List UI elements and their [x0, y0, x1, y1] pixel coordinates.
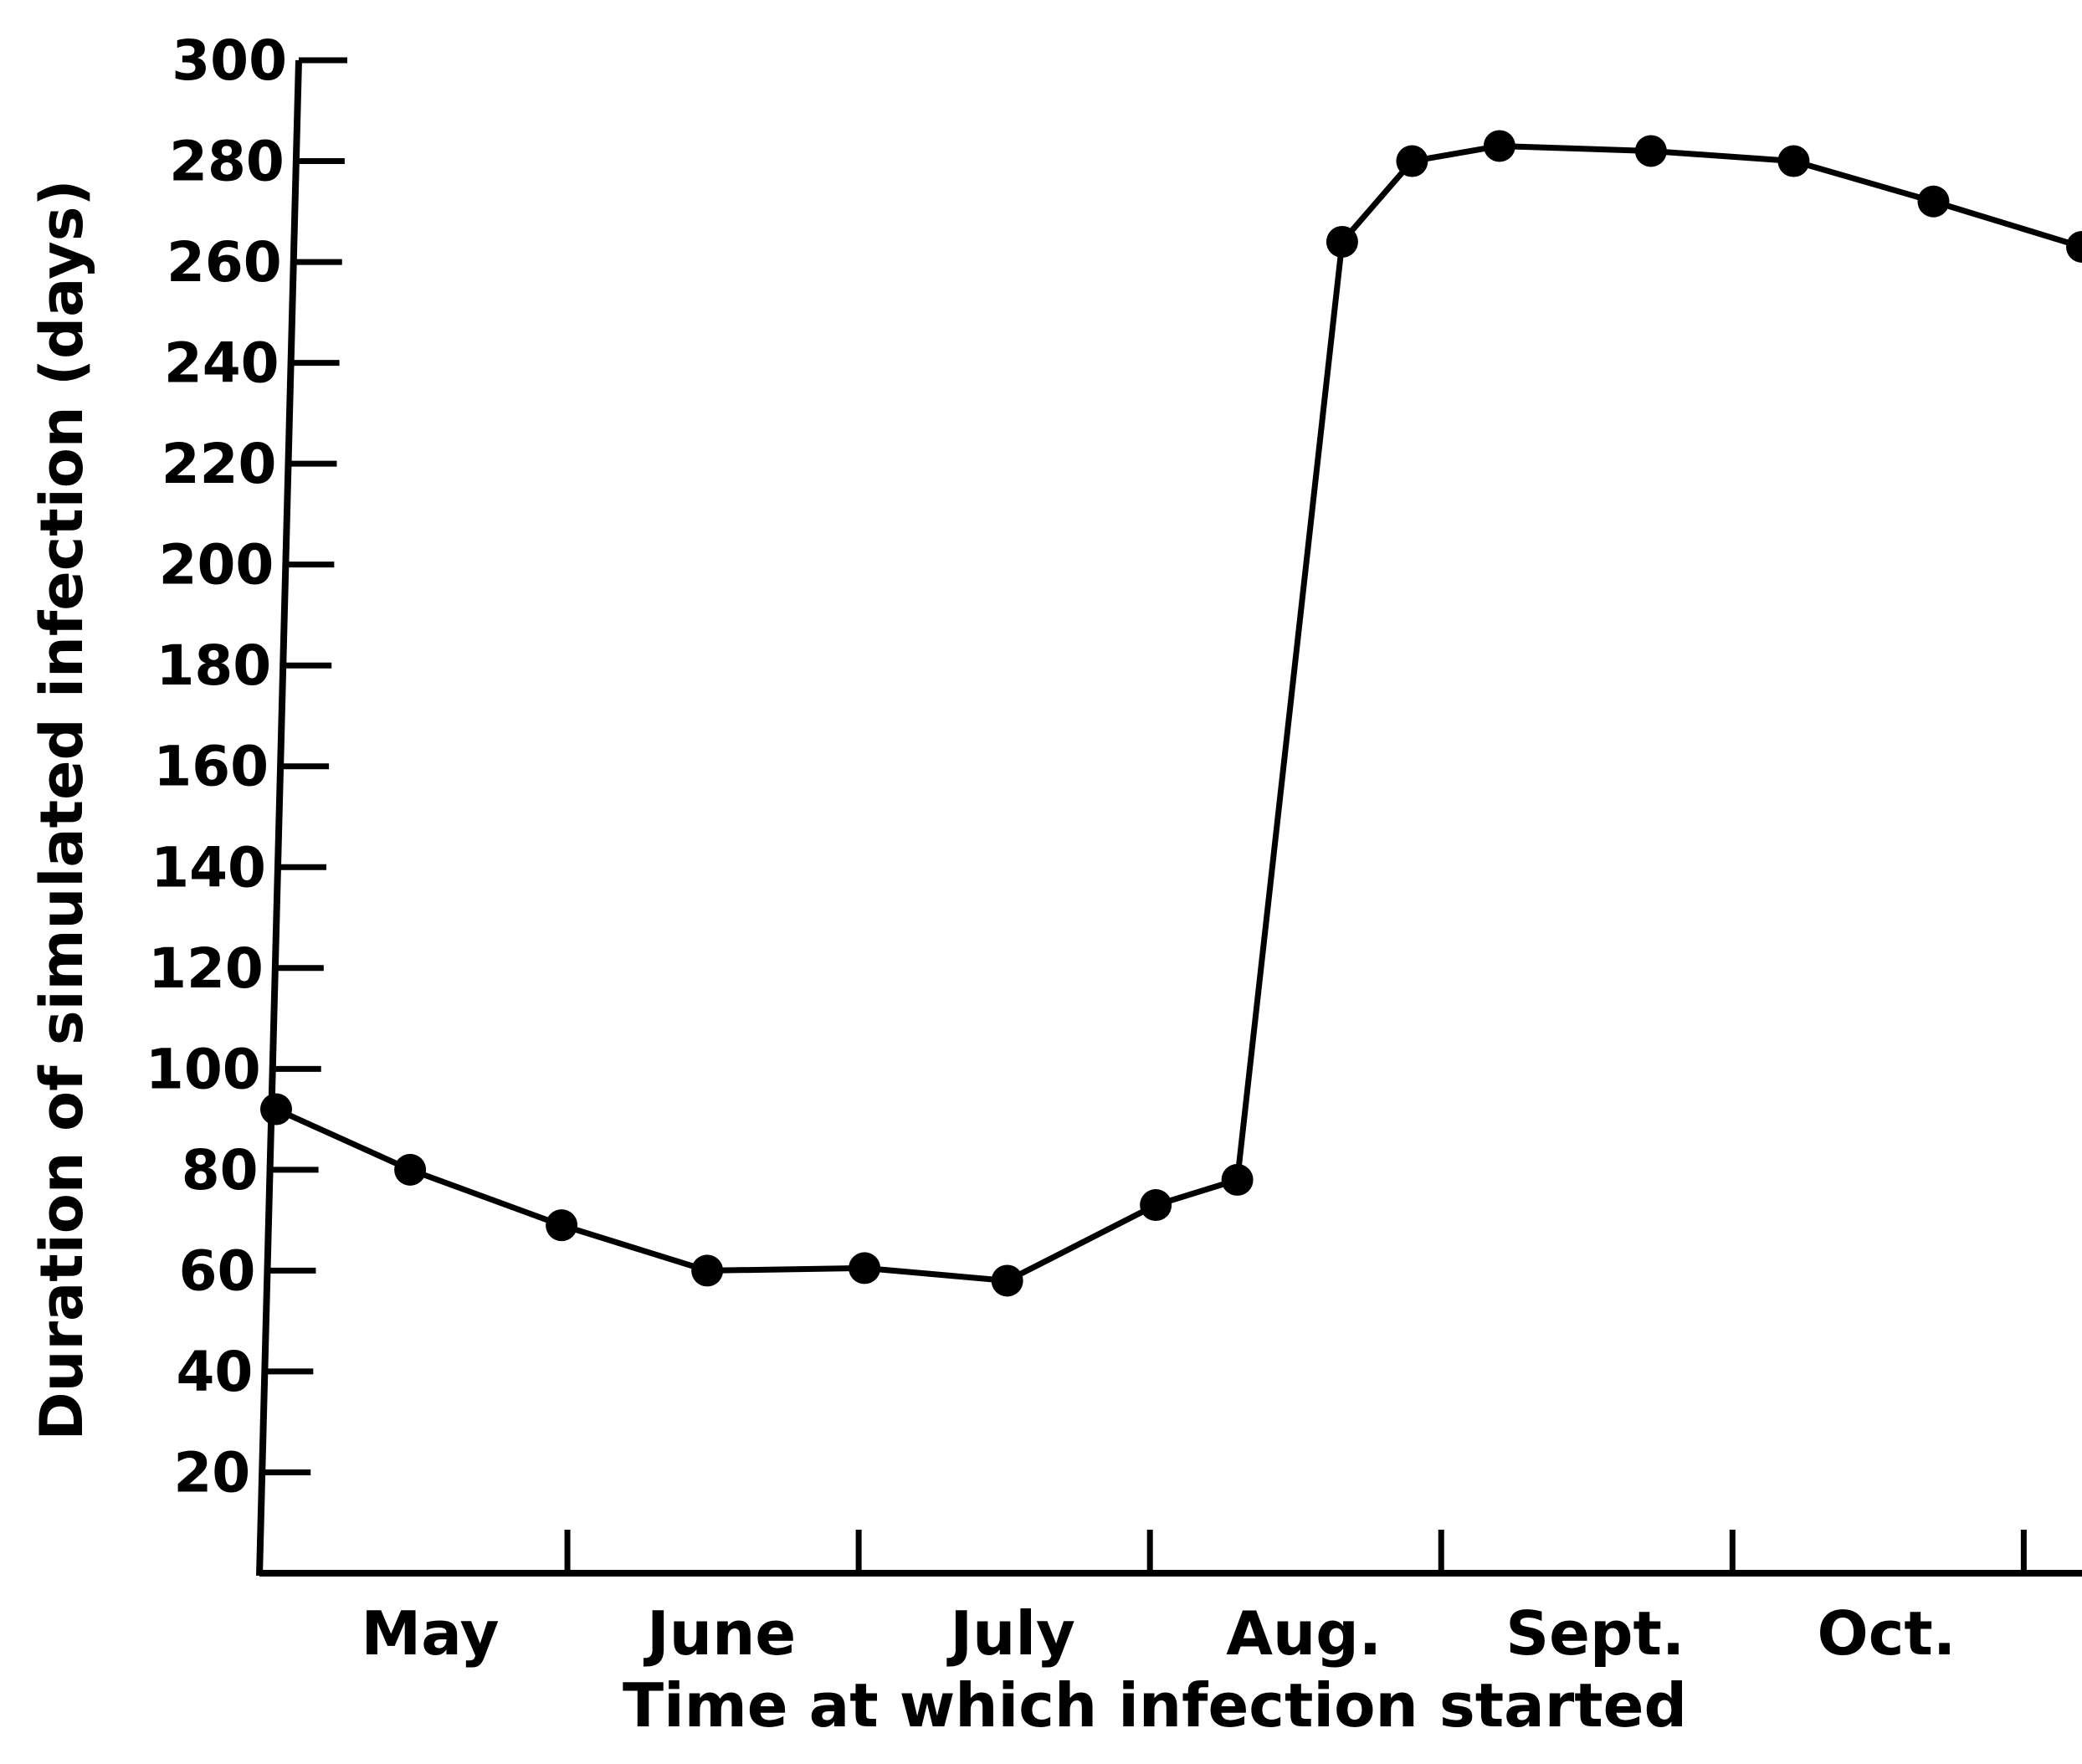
month-labels: May June July Aug. Sept. Oct. — [362, 1598, 1956, 1669]
data-point — [1777, 145, 1810, 177]
y-tick-label: 300 — [172, 28, 287, 93]
x-axis-title: Time at which infection started — [623, 1670, 1687, 1741]
x-ticks — [564, 1530, 2027, 1573]
data-point — [1917, 185, 1950, 218]
y-tick-label: 80 — [182, 1138, 259, 1202]
y-tick-label: 220 — [162, 432, 277, 496]
month-label: June — [643, 1598, 796, 1669]
data-point — [1140, 1189, 1172, 1222]
data-point — [1221, 1163, 1254, 1196]
y-tick-labels: 20 40 60 80 100 120 140 160 180 200 220 240 260 280 30… — [146, 28, 287, 1505]
data-points — [260, 130, 2082, 1297]
month-label: Oct. — [1818, 1598, 1956, 1669]
data-point — [1634, 135, 1667, 167]
data-point — [1483, 130, 1515, 162]
y-tick-label: 100 — [146, 1037, 261, 1101]
month-label: May — [362, 1598, 500, 1669]
data-point — [260, 1093, 292, 1126]
data-point — [1396, 145, 1428, 177]
y-tick-label: 60 — [179, 1238, 256, 1303]
data-point — [691, 1254, 724, 1287]
data-point — [849, 1252, 881, 1285]
data-point — [394, 1153, 427, 1186]
y-tick-label: 240 — [164, 331, 279, 396]
y-tick-label: 140 — [151, 835, 266, 900]
y-tick-label: 120 — [148, 936, 264, 1001]
y-ticks — [262, 57, 347, 1475]
y-axis — [256, 59, 302, 1577]
y-tick-label: 280 — [169, 130, 285, 194]
y-tick-label: 180 — [156, 633, 271, 698]
data-point — [546, 1209, 578, 1242]
data-point — [991, 1264, 1023, 1297]
data-point — [1326, 225, 1358, 258]
month-label: Sept. — [1505, 1598, 1685, 1669]
series-line — [274, 142, 2082, 1284]
y-axis-title: Duration of simulated infection (days) — [28, 180, 96, 1441]
y-tick-label: 260 — [167, 230, 282, 295]
y-tick-label: 160 — [153, 735, 269, 799]
y-tick-label: 40 — [176, 1340, 253, 1404]
y-tick-label: 200 — [159, 533, 274, 597]
chart-axes — [256, 59, 2082, 1577]
y-tick-label: 20 — [173, 1440, 250, 1505]
month-label: July — [946, 1598, 1075, 1669]
month-label: Aug. — [1226, 1598, 1382, 1669]
data-point — [2066, 230, 2082, 263]
